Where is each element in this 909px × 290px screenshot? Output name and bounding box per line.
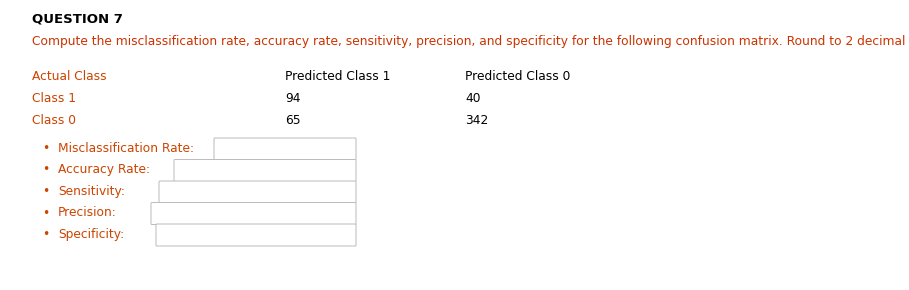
Text: Accuracy Rate:: Accuracy Rate: — [58, 164, 150, 177]
Text: 342: 342 — [465, 114, 488, 127]
Text: •: • — [42, 164, 49, 177]
FancyBboxPatch shape — [214, 138, 356, 160]
Text: Sensitivity:: Sensitivity: — [58, 185, 125, 198]
Text: 40: 40 — [465, 92, 481, 105]
Text: Predicted Class 1: Predicted Class 1 — [285, 70, 390, 83]
FancyBboxPatch shape — [159, 181, 356, 203]
Text: 94: 94 — [285, 92, 301, 105]
Text: Misclassification Rate:: Misclassification Rate: — [58, 142, 194, 155]
Text: Specificity:: Specificity: — [58, 228, 125, 241]
Text: Class 1: Class 1 — [32, 92, 76, 105]
FancyBboxPatch shape — [156, 224, 356, 246]
Text: •: • — [42, 142, 49, 155]
Text: QUESTION 7: QUESTION 7 — [32, 13, 123, 26]
FancyBboxPatch shape — [151, 202, 356, 224]
Text: Class 0: Class 0 — [32, 114, 76, 127]
Text: Predicted Class 0: Predicted Class 0 — [465, 70, 570, 83]
Text: •: • — [42, 185, 49, 198]
Text: Precision:: Precision: — [58, 206, 116, 220]
Text: Actual Class: Actual Class — [32, 70, 106, 83]
FancyBboxPatch shape — [174, 160, 356, 182]
Text: •: • — [42, 206, 49, 220]
Text: Compute the misclassification rate, accuracy rate, sensitivity, precision, and s: Compute the misclassification rate, accu… — [32, 35, 909, 48]
Text: 65: 65 — [285, 114, 301, 127]
Text: •: • — [42, 228, 49, 241]
